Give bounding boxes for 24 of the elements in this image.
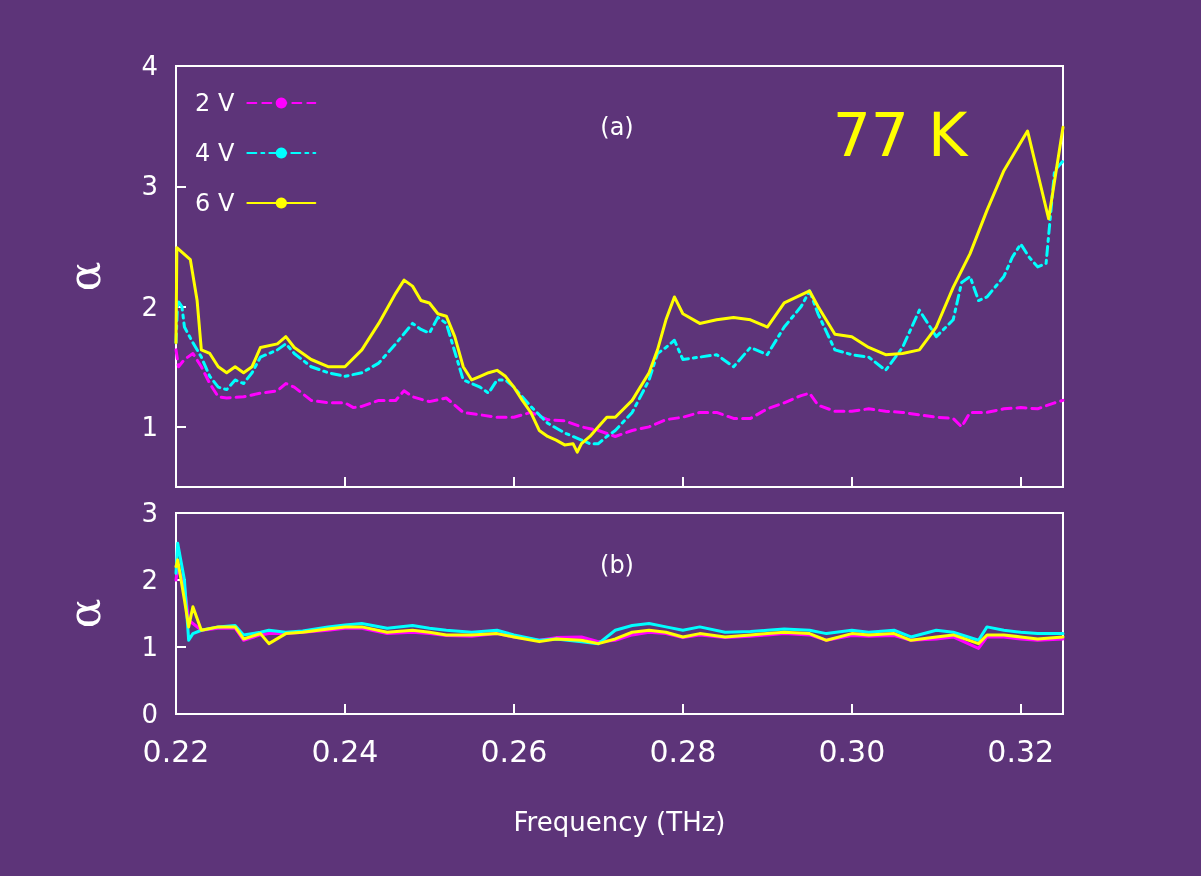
y-tick-label: 4	[141, 51, 158, 81]
y-axis-title: α	[58, 261, 110, 292]
y-tick-label: 2	[141, 565, 158, 595]
legend-label: 6 V	[194, 189, 235, 217]
x-tick-label: 0.28	[649, 733, 717, 769]
x-axis-title: Frequency (THz)	[513, 807, 726, 837]
y-tick-label: 1	[141, 632, 158, 662]
annotation: 77 K	[832, 100, 970, 170]
y-tick-label: 0	[141, 699, 158, 729]
x-tick-label: 0.24	[311, 733, 379, 769]
x-tick-label: 0.30	[818, 733, 886, 769]
x-tick-label: 0.22	[142, 733, 210, 769]
x-tick-label: 0.26	[480, 733, 548, 769]
annotation: (a)	[600, 113, 634, 141]
y-tick-label: 2	[141, 291, 158, 322]
x-tick-label: 0.32	[987, 733, 1055, 769]
y-tick-label: 3	[141, 171, 158, 202]
y-tick-label: 3	[141, 498, 158, 528]
y-tick-label: 1	[141, 411, 158, 442]
annotation: (b)	[600, 551, 634, 579]
legend-label: 4 V	[194, 139, 235, 167]
y-axis-title: α	[58, 598, 110, 629]
line-series	[174, 348, 1065, 438]
legend-label: 2 V	[194, 89, 235, 117]
